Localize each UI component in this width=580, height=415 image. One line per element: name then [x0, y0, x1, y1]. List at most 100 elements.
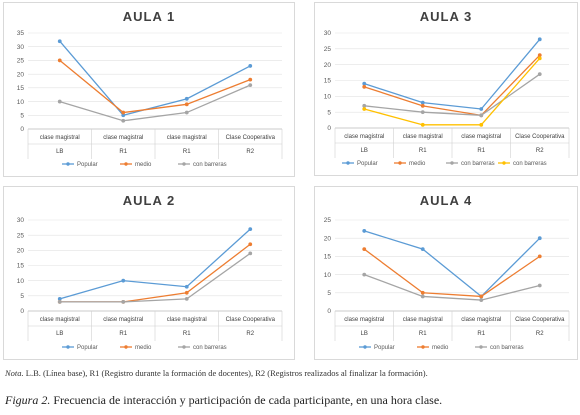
data-point	[537, 236, 542, 241]
chart-panel-aula-3: AULA 3 0 5 10 15 20 25 30 clase magistral LB clase…	[314, 2, 578, 176]
legend-label: medio	[135, 162, 152, 168]
legend-marker	[66, 162, 70, 166]
legend-label: con barreras	[193, 345, 227, 351]
data-point	[362, 81, 367, 86]
y-tick-label: 5	[327, 109, 331, 116]
x-category-label: clase magistral	[167, 317, 207, 323]
legend-marker	[502, 161, 506, 165]
data-point	[362, 272, 367, 277]
x-phase-label: LB	[361, 331, 368, 337]
chart-panel-aula-1: AULA 1 0 5 10 15 20 25 30 35 clase magistral LB cla…	[3, 2, 295, 177]
x-phase-label: LB	[361, 148, 368, 154]
legend-label: con barreras	[513, 161, 547, 167]
series-line	[364, 273, 540, 301]
legend-label: Popular	[357, 161, 378, 167]
legend-label: con barreras	[490, 345, 524, 351]
data-point	[479, 107, 484, 111]
y-tick-label: 15	[17, 263, 25, 270]
y-tick-label: 15	[324, 254, 332, 261]
y-tick-label: 25	[324, 46, 332, 53]
x-phase-label: R2	[536, 148, 544, 154]
x-phase-label: R1	[119, 149, 127, 155]
legend-marker	[124, 345, 128, 349]
x-category-label: clase magistral	[103, 317, 143, 323]
data-point	[420, 247, 425, 252]
series-line	[364, 38, 541, 110]
x-category-label: clase magistral	[461, 317, 501, 323]
y-tick-label: 20	[17, 248, 25, 255]
data-point	[184, 102, 189, 107]
y-tick-label: 0	[327, 308, 331, 315]
x-phase-label: R1	[183, 331, 191, 337]
legend-marker	[124, 162, 128, 166]
y-tick-label: 0	[20, 308, 24, 315]
y-tick-label: 10	[324, 272, 332, 279]
data-point	[121, 300, 126, 304]
y-tick-label: 20	[17, 71, 25, 78]
x-phase-label: R1	[119, 331, 127, 337]
data-point	[57, 39, 62, 44]
x-phase-label: R1	[477, 331, 485, 337]
data-point	[248, 83, 253, 88]
caption-prefix: Figura 2.	[5, 393, 51, 407]
y-tick-label: 30	[17, 217, 25, 224]
series-line	[59, 40, 251, 117]
legend-label: medio	[409, 161, 426, 167]
x-category-label: clase magistral	[40, 317, 80, 323]
series-line	[59, 84, 251, 122]
x-phase-label: LB	[56, 331, 63, 337]
series-line	[59, 59, 251, 114]
data-point	[479, 298, 484, 302]
x-phase-label: R2	[246, 331, 254, 337]
legend-marker	[66, 345, 70, 349]
chart-svg: AULA 3 0 5 10 15 20 25 30 clase magistral LB clase…	[324, 9, 570, 167]
chart-title: AULA 3	[420, 9, 472, 24]
y-tick-label: 0	[20, 126, 24, 133]
y-tick-label: 5	[327, 290, 331, 297]
data-point	[479, 294, 484, 299]
legend-label: con barreras	[461, 161, 495, 167]
x-category-label: clase magistral	[103, 135, 143, 141]
x-category-label: clase magistral	[40, 135, 80, 141]
chart-svg: AULA 2 0 5 10 15 20 25 30 clase magistral LB clase…	[17, 193, 283, 351]
series-line	[364, 73, 541, 116]
data-point	[248, 64, 253, 68]
legend-marker	[182, 345, 186, 349]
x-category-label: clase magistral	[344, 134, 384, 140]
data-point	[248, 242, 253, 247]
data-point	[248, 77, 253, 82]
data-point	[57, 99, 62, 104]
x-phase-label: R1	[419, 148, 427, 154]
legend-label: con barreras	[193, 162, 227, 168]
legend-label: Popular	[77, 162, 98, 168]
legend-marker	[421, 345, 425, 349]
data-point	[248, 251, 253, 256]
x-phase-label: R2	[246, 149, 254, 155]
data-point	[184, 110, 189, 115]
data-point	[362, 84, 367, 89]
series-line	[363, 248, 541, 298]
y-tick-label: 25	[17, 232, 25, 239]
data-point	[537, 37, 542, 42]
x-category-label: Clase Cooperativa	[515, 317, 565, 323]
legend-marker	[346, 161, 350, 165]
chart-title: AULA 2	[123, 193, 175, 208]
y-tick-label: 10	[324, 94, 332, 101]
chart-panel-aula-2: AULA 2 0 5 10 15 20 25 30 clase magistral LB clase…	[3, 186, 295, 360]
legend-label: Popular	[77, 345, 98, 351]
data-point	[420, 103, 425, 108]
chart-title: AULA 4	[420, 193, 472, 208]
x-phase-label: R1	[183, 149, 191, 155]
x-category-label: clase magistral	[344, 317, 384, 323]
data-point	[537, 283, 542, 288]
figure-note: Nota. L.B. (Línea base), R1 (Registro du…	[5, 368, 575, 378]
y-tick-label: 25	[324, 217, 332, 224]
data-point	[121, 278, 126, 283]
x-category-label: clase magistral	[461, 134, 501, 140]
data-point	[537, 72, 542, 77]
note-prefix: Nota.	[5, 368, 24, 378]
x-phase-label: R1	[419, 331, 427, 337]
x-category-label: clase magistral	[403, 317, 443, 323]
y-tick-label: 15	[17, 85, 25, 92]
note-text: L.B. (Línea base), R1 (Registro durante …	[23, 368, 428, 378]
